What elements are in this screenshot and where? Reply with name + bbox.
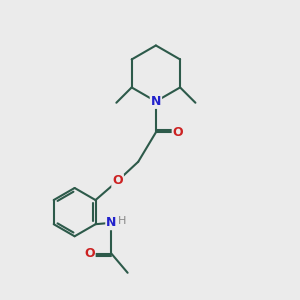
Text: O: O bbox=[84, 247, 95, 260]
Text: N: N bbox=[106, 216, 117, 229]
Text: O: O bbox=[112, 174, 123, 188]
Text: O: O bbox=[173, 126, 183, 139]
Text: N: N bbox=[151, 95, 161, 108]
Text: H: H bbox=[118, 216, 126, 226]
